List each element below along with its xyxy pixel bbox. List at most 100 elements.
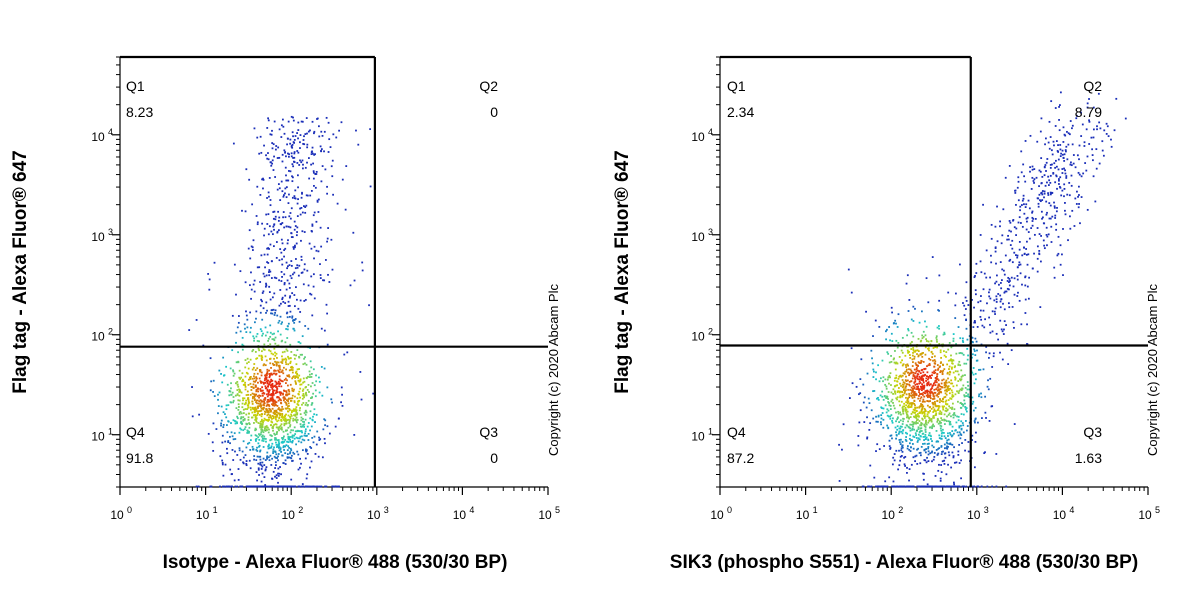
data-point [1026,285,1029,288]
data-point [912,447,915,450]
data-point [975,340,978,343]
data-point [284,398,287,400]
data-point [994,225,997,228]
data-point [306,161,308,164]
data-point [939,362,942,365]
data-point [934,360,937,363]
data-point [1025,203,1028,206]
data-point [1011,261,1014,264]
data-point [271,147,274,150]
data-point [257,422,260,424]
data-point [940,429,943,432]
data-point [1061,149,1064,152]
data-point [1031,211,1033,214]
data-point [903,372,906,375]
data-point [323,418,326,421]
data-point [914,411,917,414]
data-point [953,485,956,488]
data-point [1005,324,1007,326]
data-point [291,315,294,318]
data-point [295,363,298,366]
data-point [901,383,904,386]
data-point [309,292,311,295]
data-point [252,408,255,411]
data-point [326,312,329,315]
data-point [291,292,294,295]
data-point [241,422,244,425]
data-point [937,379,940,382]
quadrant-q2-label: Q2 [1083,78,1102,94]
data-point [304,457,307,460]
data-point [923,400,926,403]
data-point [957,450,960,453]
data-point [225,404,228,407]
data-point [273,399,276,402]
data-point [265,154,267,157]
data-point [269,204,272,207]
data-point [284,418,287,421]
data-point [912,421,915,424]
data-point [965,395,968,397]
data-point [940,391,943,394]
data-point [1077,195,1079,198]
data-point [904,431,907,434]
data-point [838,480,841,482]
data-point [1064,213,1067,216]
data-point [279,248,282,251]
data-point [915,388,918,390]
data-point [912,425,914,428]
data-point [919,485,921,488]
data-point [268,447,271,449]
data-point [950,415,952,418]
data-point [245,310,247,313]
data-point [281,263,284,266]
data-point [868,428,871,431]
data-point [1092,159,1094,162]
data-point [198,413,201,416]
data-point [865,310,867,313]
data-point [1065,175,1068,177]
data-point [282,372,285,375]
data-point [906,345,909,348]
data-point [277,183,280,186]
data-point [932,382,935,385]
data-point [953,446,955,449]
data-point [921,422,923,425]
data-point [999,319,1002,322]
data-point [939,365,942,368]
data-point [306,404,309,406]
data-point [285,196,288,199]
data-point [287,414,290,417]
data-point [309,429,311,432]
data-point [964,439,967,441]
data-point [940,453,943,456]
data-point [268,225,271,228]
data-point [238,449,241,452]
data-point [1049,136,1052,138]
data-point [286,384,289,387]
data-point [257,410,260,413]
data-point [917,415,920,418]
data-point [1005,485,1008,488]
data-point [932,458,935,461]
data-point [281,118,284,121]
data-point [280,423,283,426]
data-point [974,354,977,356]
data-point [238,376,241,379]
data-point [999,261,1002,263]
data-point [277,330,279,333]
data-point [290,232,293,235]
data-point [923,459,926,461]
data-point [321,456,324,459]
data-point [929,434,932,437]
data-point [266,414,269,417]
data-point [260,426,263,428]
data-point [256,340,259,342]
data-point [266,331,269,334]
data-point [302,381,305,384]
data-point [923,387,925,390]
data-point [305,363,308,366]
data-point [284,438,287,441]
data-point [890,306,893,309]
data-point [902,383,905,386]
